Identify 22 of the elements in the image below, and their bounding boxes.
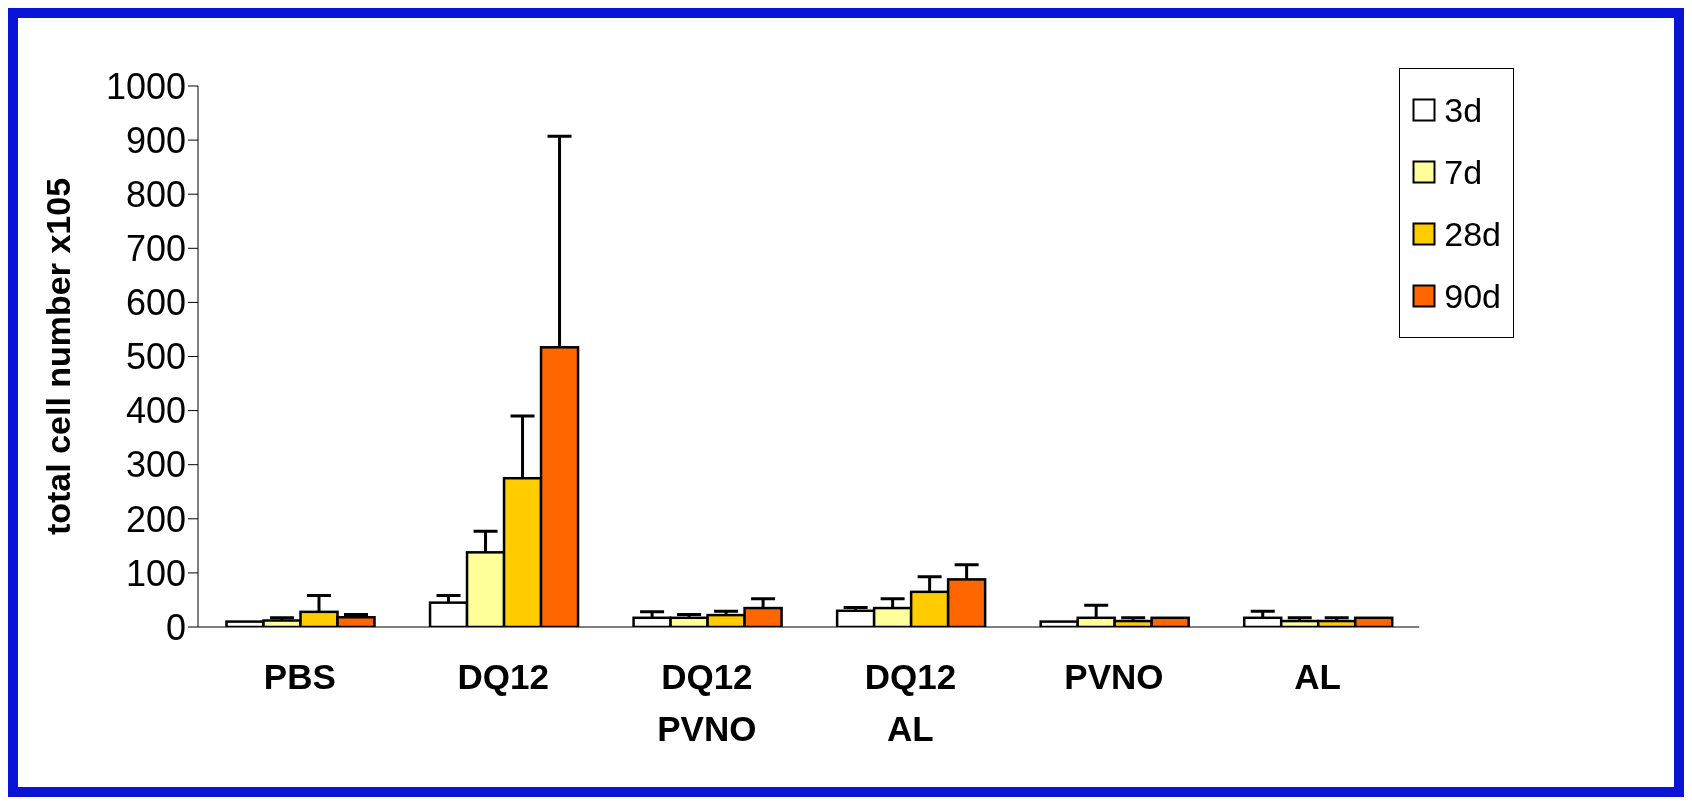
- legend-label: 7d: [1444, 152, 1483, 192]
- x-tick-label: AL: [1294, 657, 1341, 696]
- x-tick-label: DQ12 AL: [864, 657, 957, 748]
- x-tick-label: PVNO: [1064, 657, 1164, 696]
- y-tick-label: 800: [125, 173, 186, 215]
- x-tick-label: DQ12: [457, 657, 550, 696]
- legend-label: 3d: [1444, 90, 1483, 130]
- x-tick-label: PBS: [263, 657, 336, 696]
- y-tick-label: 500: [125, 336, 186, 378]
- y-tick-label: 200: [125, 498, 186, 540]
- y-tick-label: 300: [125, 444, 186, 486]
- y-tick-label: 0: [165, 606, 186, 648]
- legend-label: 90d: [1444, 276, 1501, 316]
- legend-label: 28d: [1444, 214, 1501, 254]
- y-tick-label: 700: [125, 228, 186, 270]
- y-tick-label: 100: [125, 552, 186, 594]
- y-tick-label: 1000: [105, 65, 186, 107]
- y-tick-label: 900: [125, 119, 186, 161]
- y-tick-label: 400: [125, 390, 186, 432]
- y-axis-title: total cell number x105: [39, 177, 78, 536]
- x-tick-label: DQ12 PVNO: [657, 657, 757, 748]
- y-tick-label: 600: [125, 282, 186, 324]
